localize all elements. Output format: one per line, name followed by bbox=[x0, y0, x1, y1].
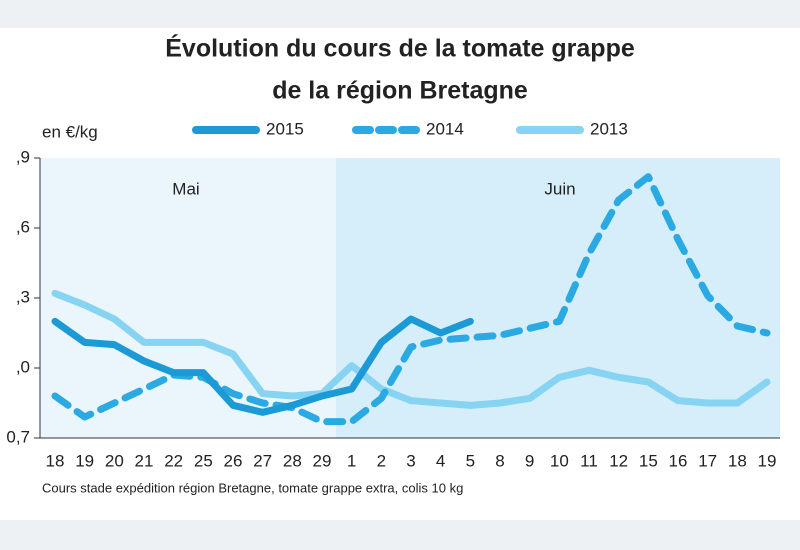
y-tick-label: ,6 bbox=[16, 217, 30, 236]
annotation: Mai bbox=[172, 179, 199, 198]
x-tick-label: 5 bbox=[466, 451, 475, 470]
note: Cours stade expédition région Bretagne, … bbox=[42, 480, 463, 495]
x-tick-label: 2 bbox=[377, 451, 386, 470]
x-tick-label: 27 bbox=[253, 451, 272, 470]
line-series bbox=[51, 315, 474, 416]
x-tick-label: 12 bbox=[609, 451, 628, 470]
x-tick-label: 20 bbox=[105, 451, 124, 470]
y-axis-label: en €/kg bbox=[42, 122, 98, 141]
x-tick-label: 11 bbox=[580, 451, 598, 470]
legend-label: 2014 bbox=[426, 119, 464, 138]
chart-title: de la région Bretagne bbox=[272, 77, 528, 105]
y-tick-label: ,3 bbox=[16, 287, 30, 306]
x-tick-label: 29 bbox=[313, 451, 332, 470]
x-tick-label: 18 bbox=[728, 451, 747, 470]
annotation: Juin bbox=[544, 179, 575, 198]
legend-label: 2013 bbox=[590, 119, 628, 138]
x-tick-label: 10 bbox=[550, 451, 569, 470]
x-tick-label: 17 bbox=[698, 451, 717, 470]
x-tick-label: 21 bbox=[135, 451, 154, 470]
x-tick-label: 25 bbox=[194, 451, 213, 470]
x-tick-label: 3 bbox=[406, 451, 415, 470]
x-tick-label: 1 bbox=[347, 451, 356, 470]
x-tick-label: 9 bbox=[525, 451, 534, 470]
y-tick-label: ,9 bbox=[16, 147, 30, 166]
chart-title: Évolution du cours de la tomate grappe bbox=[165, 34, 635, 63]
x-tick-label: 19 bbox=[758, 451, 777, 470]
x-tick-label: 26 bbox=[224, 451, 243, 470]
x-tick-label: 18 bbox=[46, 451, 65, 470]
x-tick-label: 15 bbox=[639, 451, 658, 470]
legend-label: 2015 bbox=[266, 119, 304, 138]
y-tick-label: 0,7 bbox=[6, 427, 30, 446]
x-tick-label: 8 bbox=[495, 451, 504, 470]
x-tick-label: 28 bbox=[283, 451, 302, 470]
x-tick-label: 4 bbox=[436, 451, 445, 470]
line-series bbox=[51, 289, 771, 409]
x-tick-label: 22 bbox=[164, 451, 183, 470]
may-region bbox=[40, 158, 336, 438]
x-tick-label: 16 bbox=[669, 451, 688, 470]
x-tick-label: 19 bbox=[75, 451, 94, 470]
y-tick-label: ,0 bbox=[16, 357, 30, 376]
